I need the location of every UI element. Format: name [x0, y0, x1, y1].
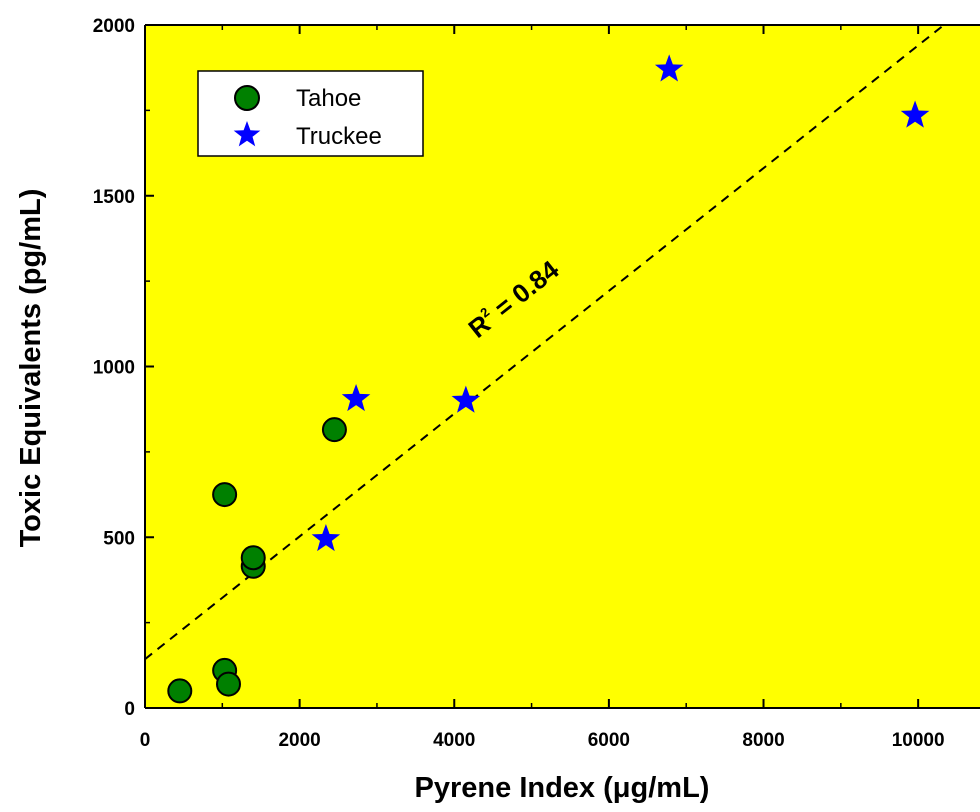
y-tick-label: 2000	[93, 16, 135, 37]
fit-line	[145, 25, 946, 660]
point-truckee	[311, 523, 341, 552]
x-axis-title-main: Pyrene Index (	[415, 772, 614, 804]
y-axis-title: Toxic Equivalents (pg/mL)	[15, 189, 47, 548]
x-tick-label: 8000	[742, 730, 784, 751]
x-axis-title: Pyrene Index (μg/mL)	[415, 772, 710, 804]
legend-tahoe-label: Tahoe	[296, 85, 361, 112]
x-tick-label: 10000	[892, 730, 945, 751]
y-tick-label: 0	[124, 699, 135, 720]
point-tahoe	[167, 678, 193, 704]
x-tick-label: 2000	[278, 730, 320, 751]
x-axis-title-unit-mu: μ	[613, 772, 631, 804]
ticks-layer: 0 2000 4000 6000 8000 10000 0 500 1000 1500 2000	[93, 16, 945, 751]
y-tick-label: 500	[103, 528, 135, 549]
point-truckee	[900, 100, 930, 128]
y-tick-label: 1000	[93, 358, 135, 379]
x-tick-label: 4000	[433, 730, 475, 751]
point-tahoe	[216, 671, 241, 697]
point-tahoe	[240, 545, 266, 571]
legend: Tahoe Truckee	[197, 70, 424, 157]
fit-line-layer	[145, 25, 946, 660]
legend-truckee-label: Truckee	[296, 123, 382, 150]
legend-tahoe-marker	[234, 85, 260, 111]
y-tick-label: 1500	[93, 187, 135, 208]
x-axis-title-tail: g/mL)	[631, 772, 710, 804]
point-truckee	[341, 383, 371, 412]
legend-box	[197, 70, 424, 157]
data-points-layer	[167, 54, 930, 704]
point-truckee	[654, 54, 684, 82]
point-tahoe	[321, 417, 347, 443]
x-tick-label: 6000	[588, 730, 630, 751]
x-tick-label: 0	[140, 730, 151, 751]
legend-truckee-marker	[233, 121, 261, 147]
point-tahoe	[212, 482, 238, 508]
point-truckee	[451, 385, 481, 413]
